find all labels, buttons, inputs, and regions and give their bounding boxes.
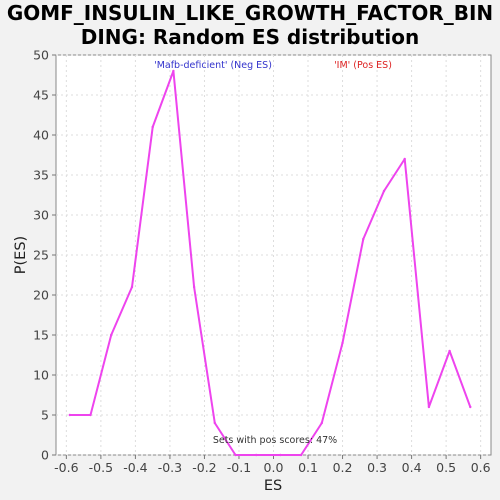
y-tick-label: 20 [33, 288, 49, 303]
x-axis-label: ES [264, 478, 282, 494]
footer-annotation: Sets with pos scores: 47% [213, 435, 337, 446]
data-point [341, 341, 344, 345]
data-point [213, 421, 216, 425]
y-axis-label: P(ES) [13, 236, 29, 274]
data-point [382, 189, 386, 193]
x-tick-label: 0.2 [333, 460, 353, 475]
x-tick-label: -0.3 [158, 460, 182, 475]
x-tick-label: 0.3 [367, 460, 387, 475]
y-tick-label: 30 [33, 208, 49, 223]
x-tick-label: 0.0 [264, 460, 284, 475]
data-point [234, 453, 237, 457]
chart-title-line-1: GOMF_INSULIN_LIKE_GROWTH_FACTOR_BIN [7, 1, 493, 25]
y-axis: 0 5 10 15 20 25 30 35 40 45 50 [33, 48, 56, 463]
y-tick-label: 0 [41, 448, 49, 463]
legend-neg-label: 'Mafb-deficient' (Neg ES) [154, 60, 272, 71]
data-point [362, 237, 365, 241]
x-tick-label: -0.4 [123, 460, 147, 475]
x-tick-label: 0.5 [436, 460, 456, 475]
series-line-0 [69, 70, 472, 456]
data-point [89, 413, 92, 417]
legend-pos-label: 'IM' (Pos ES) [334, 60, 392, 71]
data-point [192, 285, 196, 289]
x-tick-label: -0.5 [89, 460, 113, 475]
data-point [68, 413, 72, 417]
chart-title-line-2: DING: Random ES distribution [81, 25, 420, 49]
data-point [403, 157, 406, 161]
data-point [172, 69, 175, 73]
data-point [130, 285, 134, 289]
data-point [151, 125, 154, 129]
data-point [255, 453, 258, 457]
grid-lines [56, 54, 491, 456]
x-tick-label: -0.6 [54, 460, 78, 475]
x-tick-label: 0.6 [471, 460, 491, 475]
y-tick-label: 40 [33, 128, 49, 143]
data-point [448, 349, 451, 353]
data-point [427, 405, 431, 409]
y-tick-label: 5 [41, 408, 49, 423]
x-axis: -0.6 -0.5 -0.4 -0.3 -0.2 -0.1 0.0 0.1 0.2 0.3 0.4 0… [54, 455, 491, 475]
y-tick-label: 10 [33, 368, 49, 383]
x-tick-label: -0.2 [192, 460, 216, 475]
y-tick-label: 25 [33, 248, 49, 263]
y-tick-label: 35 [33, 168, 49, 183]
data-point [299, 453, 303, 457]
x-tick-label: -0.1 [227, 460, 251, 475]
x-tick-label: 0.4 [402, 460, 422, 475]
data-point [279, 453, 282, 457]
data-point [110, 333, 113, 337]
y-tick-label: 50 [33, 48, 49, 63]
data-point [469, 405, 472, 409]
y-tick-label: 45 [33, 88, 49, 103]
series-group [68, 69, 472, 457]
y-tick-label: 15 [33, 328, 49, 343]
data-point [320, 421, 323, 425]
x-tick-label: 0.1 [298, 460, 318, 475]
